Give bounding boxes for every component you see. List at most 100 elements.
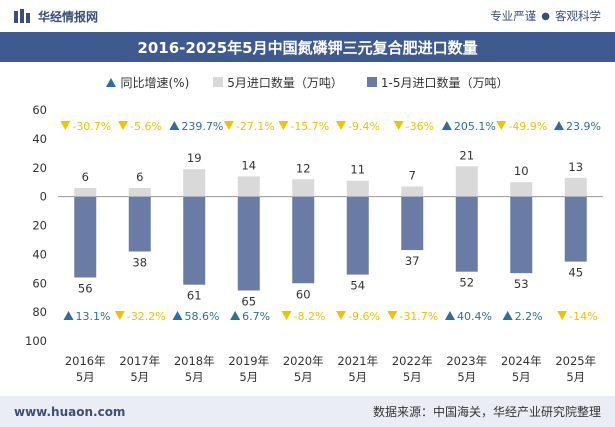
jan-may-bar	[346, 196, 369, 275]
jan-may-bar	[564, 196, 587, 262]
growth-may-label: -15.7%	[290, 120, 329, 133]
growth-may-triangle-down	[496, 121, 507, 130]
x-tick-label: 2025年	[555, 354, 596, 368]
growth-jan-may-label: 6.7%	[242, 310, 270, 323]
x-tick-label: 2023年	[446, 354, 487, 368]
growth-jan-may-triangle-down	[387, 311, 398, 320]
growth-jan-may-triangle-down	[336, 311, 346, 320]
growth-jan-may-label: 58.6%	[185, 310, 220, 323]
legend-jan-may-label: 1-5月进口数量（万吨）	[380, 75, 509, 90]
legend-jan-may-swatch	[366, 77, 377, 87]
footer: www.huaon.com 数据来源：中国海关，华经产业研究院整理	[0, 396, 615, 427]
legend-may-swatch	[213, 77, 224, 87]
may-bar	[564, 177, 587, 197]
x-tick-label: 5月	[185, 370, 204, 384]
may-value-label: 13	[568, 160, 583, 174]
may-bar	[292, 179, 315, 197]
legend-may-label: 5月进口数量（万吨）	[227, 75, 343, 90]
may-value-label: 6	[82, 170, 89, 184]
triangle-up-icon	[106, 77, 117, 87]
x-tick-label: 5月	[130, 370, 149, 384]
jan-may-bar	[292, 196, 315, 284]
x-tick-label: 2016年	[65, 354, 106, 368]
growth-jan-may-label: -31.7%	[399, 310, 438, 323]
growth-may-triangle-down	[118, 121, 128, 130]
may-value-label: 10	[514, 164, 529, 178]
may-bar	[455, 166, 478, 197]
y-tick-label: 0	[40, 190, 47, 204]
tagline-left: 专业严谨	[490, 9, 537, 23]
x-tick-label: 2021年	[337, 354, 378, 368]
growth-may-triangle-down	[223, 121, 234, 130]
may-value-label: 11	[350, 163, 365, 177]
growth-jan-may-triangle-up	[502, 311, 513, 320]
jan-may-value-label: 52	[459, 276, 474, 290]
y-tick-label: 60	[32, 276, 47, 290]
growth-may-label: -30.7%	[72, 120, 111, 133]
growth-may-triangle-down	[60, 121, 71, 130]
growth-may-triangle-down	[393, 121, 404, 130]
x-tick-label: 5月	[512, 370, 531, 384]
x-tick-label: 2020年	[283, 354, 324, 368]
brand-name: 华经情报网	[38, 9, 99, 24]
legend: 同比增速(%) 5月进口数量（万吨） 1-5月进口数量（万吨）	[0, 72, 615, 92]
may-bar	[237, 176, 260, 197]
y-tick-label: 40	[32, 247, 47, 261]
may-bar	[183, 169, 206, 197]
jan-may-value-label: 54	[350, 279, 365, 293]
x-tick-label: 2019年	[228, 354, 269, 368]
may-bar	[346, 180, 369, 197]
growth-jan-may-label: 2.2%	[515, 310, 543, 323]
x-tick-label: 5月	[566, 370, 585, 384]
title-bar: 2016-2025年5月中国氮磷钾三元复合肥进口数量	[0, 32, 615, 62]
jan-may-value-label: 37	[405, 254, 420, 268]
may-bar	[510, 182, 533, 197]
jan-may-bar	[128, 196, 151, 252]
may-bar	[128, 187, 151, 197]
bullet-icon: ●	[541, 10, 550, 22]
header: 华经情报网 专业严谨 ● 客观科学	[0, 0, 615, 32]
y-tick-label: 80	[32, 305, 47, 319]
growth-jan-may-triangle-up	[63, 311, 74, 320]
x-tick-label: 5月	[403, 370, 422, 384]
x-tick-label: 5月	[294, 370, 313, 384]
jan-may-value-label: 60	[296, 287, 311, 301]
may-bar	[401, 186, 424, 197]
tagline: 专业严谨 ● 客观科学	[490, 8, 601, 24]
growth-jan-may-triangle-down	[557, 311, 568, 320]
growth-may-label: -9.4%	[348, 120, 380, 133]
footer-url: www.huaon.com	[14, 404, 126, 419]
growth-jan-may-triangle-up	[172, 311, 183, 320]
jan-may-bar	[455, 196, 478, 272]
growth-may-triangle-down	[336, 121, 346, 130]
growth-jan-may-triangle-up	[230, 311, 241, 320]
x-tick-label: 5月	[457, 370, 476, 384]
growth-jan-may-triangle-down	[281, 311, 292, 320]
brand-logo-icon	[14, 9, 30, 23]
may-value-label: 7	[409, 169, 416, 183]
jan-may-value-label: 61	[187, 289, 202, 303]
jan-may-bar	[183, 196, 206, 285]
legend-growth: 同比增速(%)	[106, 74, 189, 91]
chart-plot: 604020020406080100656-30.7%13.1%2016年5月6…	[25, 103, 603, 384]
jan-may-value-label: 53	[514, 277, 529, 291]
legend-may: 5月进口数量（万吨）	[213, 74, 343, 91]
jan-may-value-label: 56	[78, 281, 93, 295]
jan-may-value-label: 38	[132, 255, 147, 269]
growth-jan-may-triangle-down	[114, 311, 125, 320]
growth-may-label: -5.6%	[130, 120, 162, 133]
growth-may-triangle-up	[169, 121, 180, 130]
chart-title: 2016-2025年5月中国氮磷钾三元复合肥进口数量	[137, 38, 478, 57]
y-tick-label: 20	[32, 219, 47, 233]
growth-jan-may-label: -8.2%	[294, 310, 326, 323]
jan-may-bar	[74, 196, 97, 278]
x-tick-label: 5月	[348, 370, 367, 384]
tagline-right: 客观科学	[555, 9, 601, 23]
legend-jan-may: 1-5月进口数量（万吨）	[366, 74, 509, 91]
x-tick-label: 5月	[76, 370, 95, 384]
growth-may-label: -36%	[406, 120, 434, 133]
footer-source: 数据来源：中国海关，华经产业研究院整理	[372, 405, 601, 419]
y-tick-label: 20	[32, 161, 47, 175]
growth-may-label: 23.9%	[566, 120, 601, 133]
brand: 华经情报网	[14, 8, 98, 25]
